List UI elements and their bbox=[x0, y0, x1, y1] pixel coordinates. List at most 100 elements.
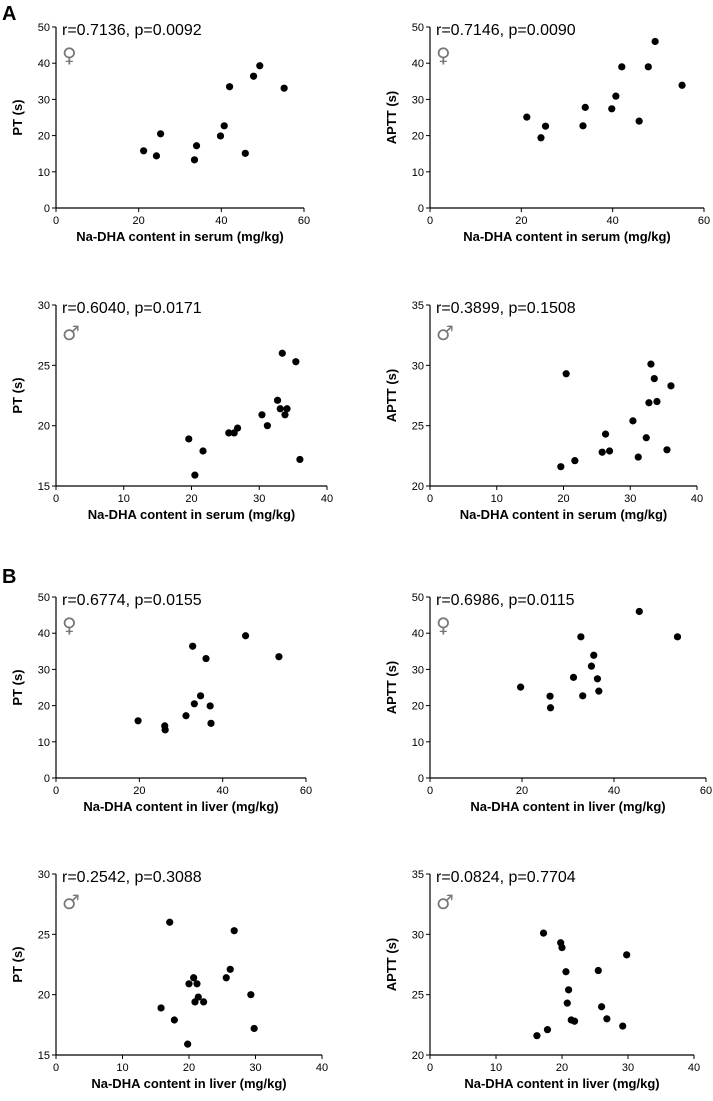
x-tick-label: 0 bbox=[53, 1062, 59, 1074]
scatter-panel-8: 20 25 30 35 0 10 20 30 40 Na-DHA content in liver… bbox=[384, 869, 700, 1091]
scatter-panel-1: 0 10 20 30 40 50 0 20 40 60 Na-DHA content in seru… bbox=[10, 22, 310, 244]
data-point bbox=[226, 83, 234, 91]
x-tick-label: 60 bbox=[300, 785, 312, 797]
x-tick-label: 30 bbox=[253, 493, 265, 505]
x-tick-label: 40 bbox=[688, 1062, 700, 1074]
x-tick-label: 20 bbox=[557, 493, 569, 505]
scatter-panel-6: 0 10 20 30 40 50 0 20 40 60 Na-DHA content in live… bbox=[384, 592, 712, 814]
data-point bbox=[618, 63, 626, 71]
data-point bbox=[152, 152, 161, 160]
data-point bbox=[241, 149, 249, 157]
male-symbol-icon: ♂ bbox=[436, 890, 454, 914]
correlation-stat-label: r=0.6986, p=0.0115 bbox=[436, 592, 575, 609]
y-tick-label: 10 bbox=[38, 737, 50, 749]
data-point bbox=[533, 1032, 541, 1040]
x-tick-label: 0 bbox=[427, 215, 433, 227]
data-point bbox=[273, 396, 282, 404]
data-point bbox=[537, 134, 545, 142]
data-point bbox=[157, 1004, 165, 1012]
x-axis-label: Na-DHA content in liver (mg/kg) bbox=[470, 799, 665, 814]
data-point bbox=[577, 633, 585, 641]
data-point bbox=[189, 642, 197, 650]
y-axis-label: APTT (s) bbox=[384, 938, 399, 991]
x-tick-label: 40 bbox=[321, 493, 333, 505]
female-symbol-icon: ♀ bbox=[436, 43, 451, 67]
data-point bbox=[653, 397, 661, 406]
x-tick-label: 40 bbox=[215, 215, 227, 227]
x-axis-label: Na-DHA content in liver (mg/kg) bbox=[83, 799, 278, 814]
data-point bbox=[642, 434, 650, 442]
y-axis-label: APTT (s) bbox=[384, 91, 399, 144]
data-point bbox=[192, 142, 201, 150]
y-axis-label: PT (s) bbox=[10, 377, 25, 413]
data-point bbox=[593, 675, 602, 683]
data-point bbox=[557, 463, 565, 471]
scatter-panel-5: 0 10 20 30 40 50 0 20 40 60 Na-DHA content in live… bbox=[10, 592, 312, 814]
x-tick-label: 0 bbox=[53, 785, 59, 797]
data-point bbox=[517, 683, 525, 691]
data-point bbox=[569, 673, 578, 681]
y-tick-label: 50 bbox=[412, 592, 424, 604]
data-point bbox=[170, 1016, 178, 1024]
y-tick-label: 40 bbox=[412, 628, 424, 640]
x-tick-label: 30 bbox=[622, 1062, 634, 1074]
data-point bbox=[634, 453, 642, 461]
data-point bbox=[207, 719, 215, 727]
data-point bbox=[206, 702, 214, 710]
data-point bbox=[249, 72, 258, 80]
data-point bbox=[644, 63, 652, 71]
x-axis-label: Na-DHA content in liver (mg/kg) bbox=[91, 1076, 286, 1091]
y-tick-label: 20 bbox=[38, 421, 50, 433]
data-point bbox=[225, 429, 233, 437]
y-axis-label: APTT (s) bbox=[384, 369, 399, 422]
y-tick-label: 25 bbox=[38, 360, 50, 372]
x-tick-label: 20 bbox=[183, 1062, 195, 1074]
female-symbol-icon: ♀ bbox=[436, 613, 451, 637]
y-tick-label: 50 bbox=[38, 22, 50, 34]
scatter-panel-7: 15 20 25 30 0 10 20 30 40 Na-DHA content in liver… bbox=[10, 869, 328, 1091]
data-point bbox=[185, 435, 193, 443]
scatter-panel-3: 15 20 25 30 0 10 20 30 40 Na-DHA content in serum… bbox=[10, 300, 333, 522]
data-point bbox=[598, 1003, 606, 1011]
y-tick-label: 40 bbox=[38, 58, 50, 70]
y-tick-label: 15 bbox=[38, 481, 50, 493]
data-point bbox=[199, 447, 207, 455]
x-tick-label: 20 bbox=[516, 785, 528, 797]
y-tick-label: 10 bbox=[412, 167, 424, 179]
scatter-plots: 0 10 20 30 40 50 0 20 40 60 Na-DHA content in seru… bbox=[10, 22, 712, 1091]
y-tick-label: 0 bbox=[418, 773, 424, 785]
data-point bbox=[226, 965, 234, 973]
y-tick-label: 30 bbox=[38, 94, 50, 106]
data-point bbox=[603, 1015, 611, 1023]
data-point bbox=[663, 446, 671, 454]
data-point bbox=[645, 399, 653, 407]
x-tick-label: 10 bbox=[116, 1062, 128, 1074]
data-point bbox=[594, 966, 602, 975]
panel-letter-b: B bbox=[2, 566, 16, 588]
y-axis-label: PT (s) bbox=[10, 99, 25, 135]
data-point bbox=[558, 944, 566, 952]
y-tick-label: 10 bbox=[38, 167, 50, 179]
x-tick-label: 40 bbox=[691, 493, 703, 505]
data-point bbox=[562, 370, 570, 378]
data-point bbox=[161, 726, 169, 734]
data-point bbox=[276, 405, 284, 413]
data-point bbox=[581, 103, 589, 111]
x-tick-label: 60 bbox=[298, 215, 310, 227]
data-point bbox=[233, 424, 242, 432]
data-point bbox=[563, 999, 571, 1007]
data-point bbox=[190, 974, 198, 982]
data-point bbox=[166, 918, 174, 926]
data-point bbox=[546, 692, 554, 700]
correlation-stat-label: r=0.7136, p=0.0092 bbox=[62, 22, 202, 39]
data-point bbox=[598, 448, 606, 456]
data-point bbox=[220, 122, 228, 130]
x-tick-label: 10 bbox=[118, 493, 130, 505]
data-point bbox=[222, 974, 230, 982]
female-symbol-icon: ♀ bbox=[62, 43, 77, 67]
data-point bbox=[278, 349, 286, 357]
x-tick-label: 40 bbox=[607, 215, 619, 227]
y-tick-label: 0 bbox=[44, 773, 50, 785]
x-tick-label: 40 bbox=[608, 785, 620, 797]
x-axis-label: Na-DHA content in serum (mg/kg) bbox=[88, 507, 296, 522]
